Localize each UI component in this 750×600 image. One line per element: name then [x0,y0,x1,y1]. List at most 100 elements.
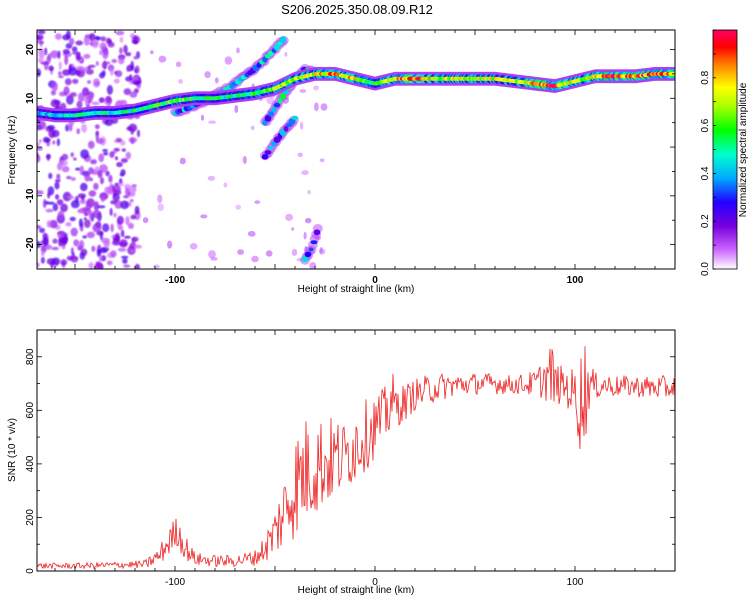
noise-blob [52,203,59,212]
noise-blob [107,41,115,48]
noise-blob [95,36,102,41]
noise-blob [95,61,99,66]
noise-blob [94,81,100,86]
noise-blob [130,127,134,135]
noise-blob [48,172,53,179]
noise-blob [39,227,45,233]
noise-blob [57,210,65,221]
noise-blob [99,50,103,55]
noise-blob [40,250,45,257]
noise-blob [242,155,247,164]
noise-blob [119,140,126,146]
noise-blob [70,255,79,263]
noise-blob [75,40,83,46]
noise-blob [88,262,94,269]
spectrogram-marks [37,30,675,269]
noise-blob [60,237,67,247]
noise-blob [125,216,130,226]
noise-blob [157,194,163,204]
snr-y-axis-label: SNR (10 * v/v) [7,418,18,482]
noise-blob [65,222,72,227]
noise-blob [121,148,127,152]
noise-blob [285,213,293,221]
noise-blob [83,217,87,221]
noise-blob [113,212,117,218]
noise-blob [304,217,312,224]
noise-blob [99,247,108,254]
noise-blob [117,181,124,187]
snr-y-tick-label: 200 [25,509,36,526]
noise-blob [136,129,141,138]
noise-blob [96,249,102,258]
noise-blob [120,158,128,163]
noise-blob [123,195,130,199]
noise-blob [64,55,69,66]
noise-blob [134,263,140,269]
noise-blob [208,120,217,124]
noise-blob [37,154,41,163]
noise-blob [207,175,216,181]
noise-blob [61,153,69,161]
branch-trace-point [301,256,309,263]
snr-y-tick-label: 600 [25,402,36,419]
noise-blob [210,256,218,261]
noise-blob [37,142,40,147]
noise-blob [319,247,323,254]
noise-blob [94,124,100,130]
noise-blob [214,77,219,84]
branch-trace-point [304,251,312,258]
noise-blob [70,200,80,209]
noise-blob [124,235,131,239]
noise-blob [102,223,110,233]
noise-blob [129,91,138,98]
noise-blob [125,151,132,160]
branch-trace-point [288,118,296,125]
noise-blob [60,203,68,213]
branch-trace-point [291,115,299,120]
snr-y-tick-label: 0 [25,568,36,574]
noise-blob [97,169,103,179]
noise-blob [158,55,167,63]
noise-blob [236,47,240,54]
noise-blob [37,190,44,195]
noise-blob [133,244,142,249]
noise-blob [43,237,49,247]
spectrogram-y-axis-label: Frequency (Hz) [7,116,18,185]
branch-trace-point [261,154,269,160]
noise-blob [110,223,114,233]
branch-trace-point [280,93,286,100]
noise-blob [133,55,138,60]
noise-blob [63,86,70,96]
noise-blob [59,159,68,167]
noise-blob [314,102,319,112]
noise-blob [57,50,61,59]
noise-blob [110,67,114,76]
noise-blob [307,190,312,195]
snr-frame [36,329,676,572]
noise-blob [50,90,57,96]
noise-blob [97,205,106,209]
noise-blob [297,152,303,157]
colorbar-tick-label: 0.6 [700,118,711,132]
noise-blob [106,84,113,95]
noise-blob [200,214,208,219]
noise-blob [72,51,77,55]
noise-blob [113,78,120,84]
noise-blob [66,94,74,105]
noise-blob [51,246,59,251]
noise-blob [68,64,73,72]
noise-blob [64,78,72,86]
figure-title: S206.2025.350.08.09.R12 [281,2,433,17]
noise-blob [119,47,123,54]
noise-blob [119,36,124,43]
noise-blob [90,159,97,165]
noise-blob [47,192,51,199]
noise-blob [70,227,78,237]
noise-blob [128,137,138,143]
noise-blob [61,165,70,173]
noise-blob [109,207,113,216]
branch-trace-point [268,145,274,151]
noise-blob [127,222,134,229]
